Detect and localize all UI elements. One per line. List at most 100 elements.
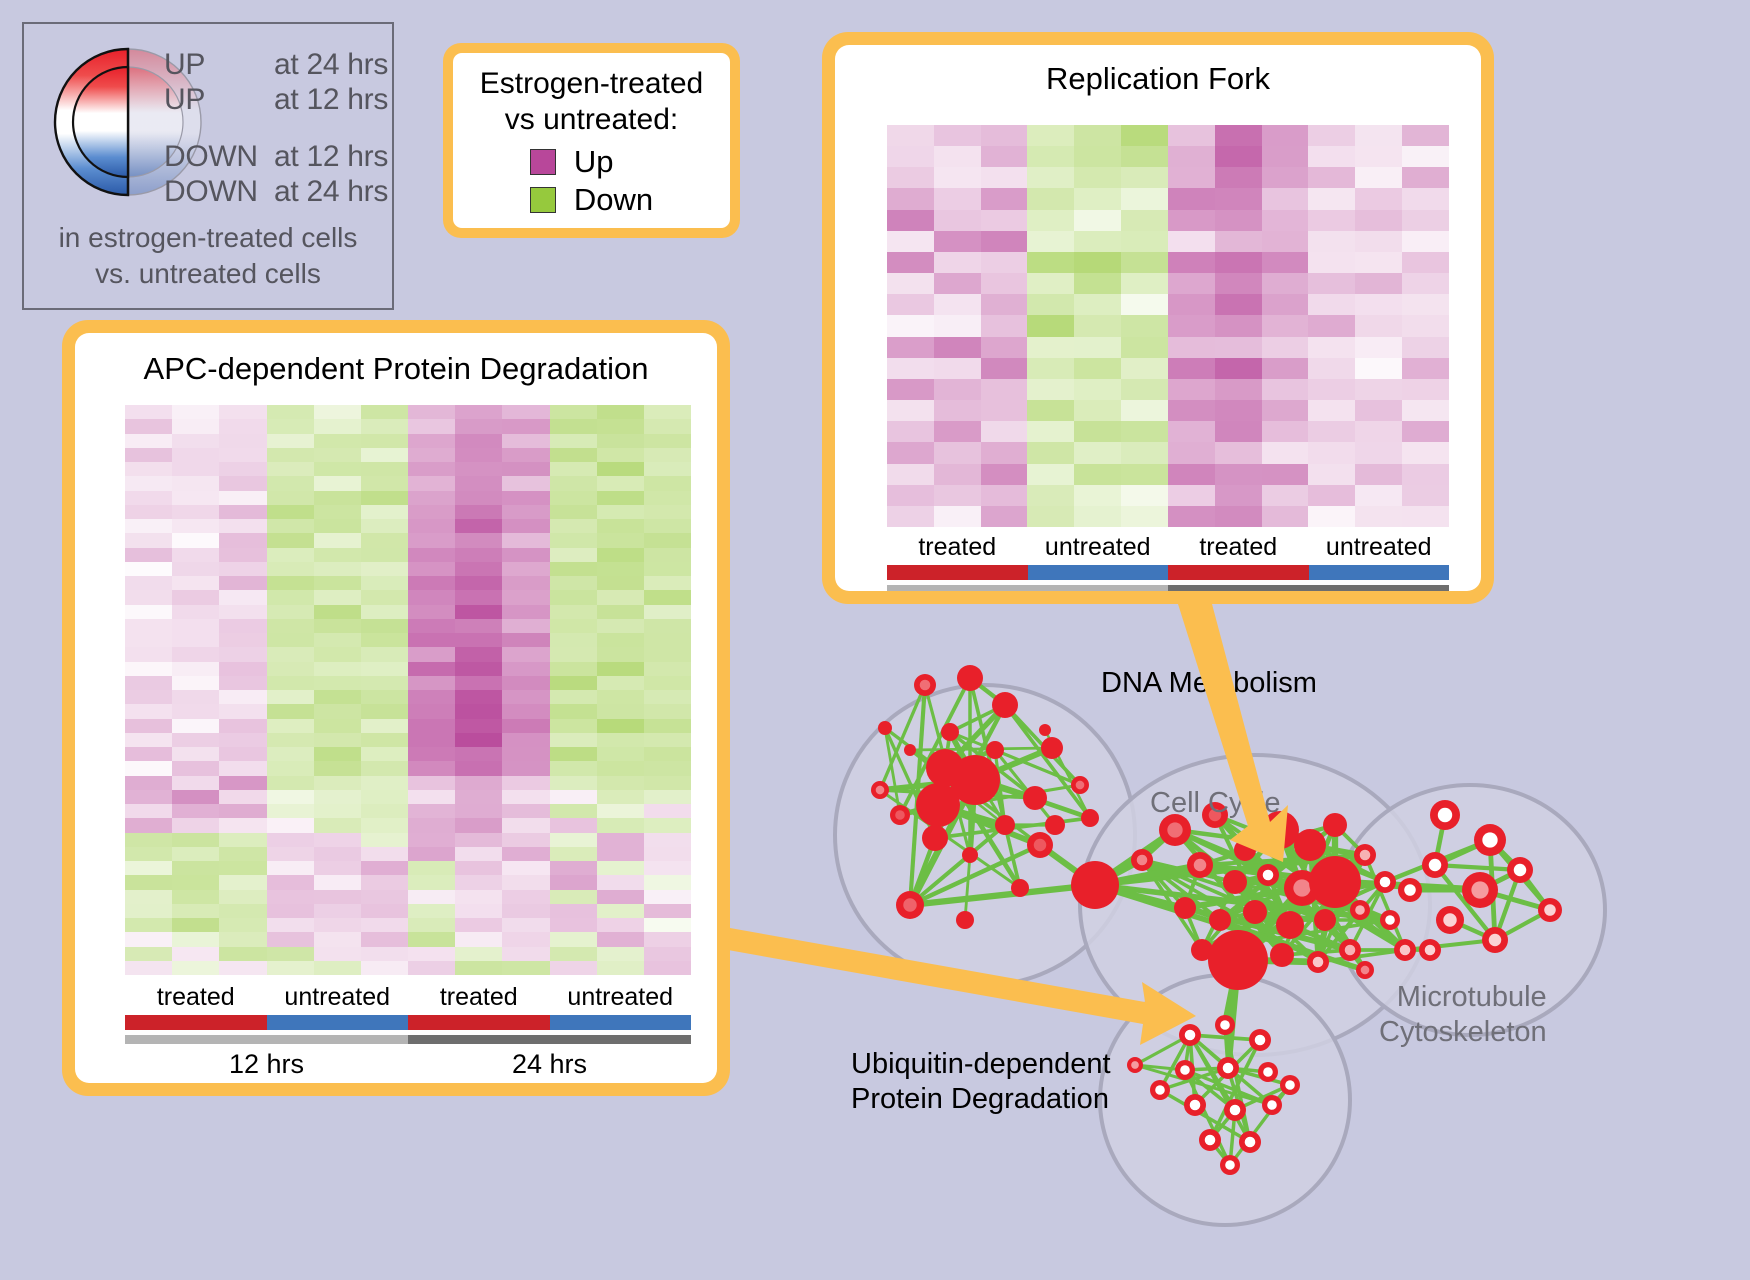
network-edge [1159, 1088, 1251, 1144]
network-edge [1140, 858, 1222, 922]
panel-title-replication-fork: Replication Fork [1046, 61, 1270, 96]
color-key-box: UP at 24 hrs UP at 12 hrs DOWN at 12 hrs… [22, 22, 394, 310]
network-diagram[interactable] [790, 620, 1750, 1280]
heatmap-cell [596, 590, 644, 605]
heatmap-cell [266, 818, 314, 833]
panel-title-apc-degradation: APC-dependent Protein Degradation [143, 351, 649, 386]
heatmap-cell [125, 846, 173, 861]
heatmap-cell [455, 533, 503, 548]
color-key-time: at 12 hrs [274, 140, 389, 173]
heatmap-cell [1308, 357, 1356, 379]
heatmap-cell [266, 775, 314, 790]
heatmap-cell [1261, 357, 1309, 379]
heatmap-cell [313, 932, 361, 947]
axis-group-swatch [266, 1014, 408, 1030]
heatmap-cell [360, 433, 408, 448]
heatmap-cell [549, 747, 597, 762]
heatmap-cell [408, 747, 456, 762]
heatmap-cell [502, 761, 550, 776]
heatmap-cell [549, 604, 597, 619]
heatmap-cell [1167, 442, 1215, 464]
network-node-core [1424, 944, 1436, 956]
heatmap-cell [1214, 378, 1262, 401]
heatmap-cell [313, 462, 361, 477]
heatmap-cell [266, 960, 314, 975]
heatmap-cell [172, 960, 220, 975]
heatmap-cell [1214, 484, 1262, 506]
heatmap-cell [219, 419, 267, 434]
heatmap-cell [1027, 230, 1075, 252]
heatmap-cell [1167, 273, 1215, 295]
heatmap-cell [596, 932, 644, 947]
heatmap-cell [313, 504, 361, 519]
heatmap-cell [172, 490, 220, 505]
heatmap-cell [408, 405, 456, 420]
network-edge [1159, 1066, 1229, 1092]
heatmap-cell [408, 675, 456, 690]
heatmap-cell [313, 818, 361, 833]
heatmap-cell [408, 447, 456, 462]
heatmap-cell [1167, 146, 1215, 168]
heatmap-cell [125, 946, 173, 961]
heatmap-cell [455, 946, 503, 961]
heatmap-cell [408, 462, 456, 477]
heatmap-cell [125, 832, 173, 847]
heatmap-cell [455, 490, 503, 505]
network-node [950, 755, 1000, 805]
network-node [962, 847, 978, 863]
heatmap-cell [1167, 315, 1215, 337]
network-node-core [1222, 1062, 1234, 1074]
heatmap-cell [313, 946, 361, 961]
heatmap-cell [360, 761, 408, 776]
heatmap-cell [502, 775, 550, 790]
heatmap-cell [408, 718, 456, 733]
heatmap-cell [596, 818, 644, 833]
heatmap-cell [980, 463, 1028, 485]
heatmap-cell [1214, 251, 1262, 274]
heatmap-cell [502, 789, 550, 804]
heatmap-cell [408, 419, 456, 434]
heatmap-cell [455, 718, 503, 733]
heatmap-cell [172, 462, 220, 477]
heatmap-cell [360, 576, 408, 591]
heatmap-cell [266, 661, 314, 676]
heatmap-cell [596, 433, 644, 448]
heatmap-cell [643, 761, 691, 776]
axis-group-name: treated [156, 983, 235, 1011]
heatmap-cell [933, 442, 981, 464]
network-node-core [1075, 780, 1085, 790]
heatmap-cell [125, 747, 173, 762]
heatmap-cell [549, 576, 597, 591]
heatmap-cell [408, 590, 456, 605]
heatmap-cell [1121, 442, 1168, 464]
heatmap-cell [502, 490, 550, 505]
heatmap-cell [1261, 484, 1309, 506]
heatmap-cell [266, 462, 314, 477]
heatmap-cell [887, 167, 934, 189]
heatmap-cell [1027, 125, 1075, 147]
heatmap-cell [1121, 251, 1168, 274]
heatmap-cell [980, 167, 1028, 189]
heatmap-cell [933, 484, 981, 506]
heatmap-cell [502, 690, 550, 705]
color-key-time: at 12 hrs [274, 83, 389, 116]
heatmap-cell [313, 433, 361, 448]
heatmap-cell [360, 732, 408, 747]
heatmap-cell [596, 918, 644, 933]
heatmap-cell [1167, 230, 1215, 252]
heatmap-cell [360, 832, 408, 847]
heatmap-cell [219, 946, 267, 961]
heatmap-cell [172, 932, 220, 947]
heatmap-cell [1121, 378, 1168, 401]
heatmap-cell [125, 918, 173, 933]
heatmap-cell [1027, 209, 1075, 231]
cluster-label-line: Protein Degradation [851, 1082, 1109, 1115]
heatmap-cell [266, 704, 314, 719]
heatmap-cell [219, 861, 267, 876]
heatmap-cell [172, 889, 220, 904]
heatmap-cell [455, 761, 503, 776]
heatmap-cell [360, 690, 408, 705]
heatmap-cell [549, 903, 597, 918]
heatmap-cell [887, 378, 934, 401]
heatmap-cell [408, 789, 456, 804]
